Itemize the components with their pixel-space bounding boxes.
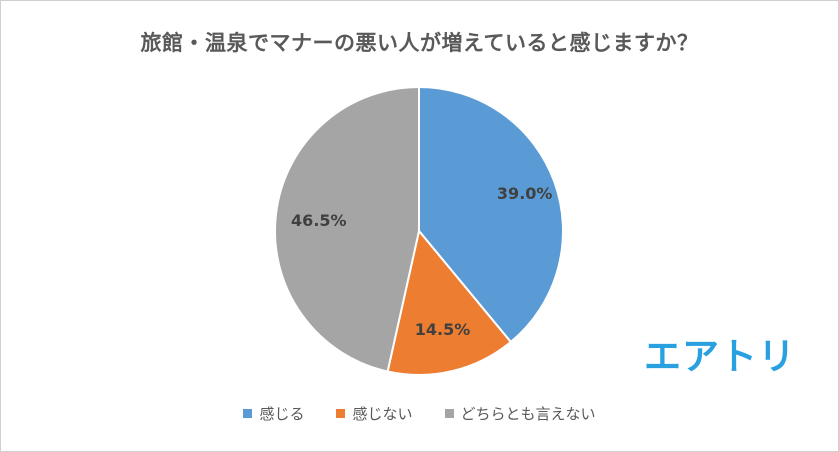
chart-title: 旅館・温泉でマナーの悪い人が増えていると感じますか？: [140, 31, 699, 55]
legend-swatch-agree: [243, 409, 253, 418]
slice-agree: [418, 85, 564, 344]
slice-neutral: [274, 85, 420, 373]
data-label-agree: 39.0%: [497, 184, 553, 203]
legend-item-neutral: どちらとも言えない: [444, 403, 596, 424]
legend-label-disagree: 感じない: [352, 405, 413, 423]
data-label-disagree: 14.5%: [415, 320, 471, 339]
slice-disagree: [386, 228, 513, 376]
chart-legend: 感じる 感じない どちらとも言えない: [0, 403, 839, 424]
legend-label-neutral: どちらとも言えない: [460, 405, 596, 423]
legend-swatch-disagree: [336, 409, 346, 418]
legend-swatch-neutral: [444, 409, 454, 418]
legend-label-agree: 感じる: [259, 405, 305, 423]
legend-item-agree: 感じる: [243, 403, 304, 424]
legend-item-disagree: 感じない: [336, 403, 413, 424]
brand-logo: エアトリ: [644, 335, 796, 378]
data-label-neutral: 46.5%: [291, 211, 347, 230]
